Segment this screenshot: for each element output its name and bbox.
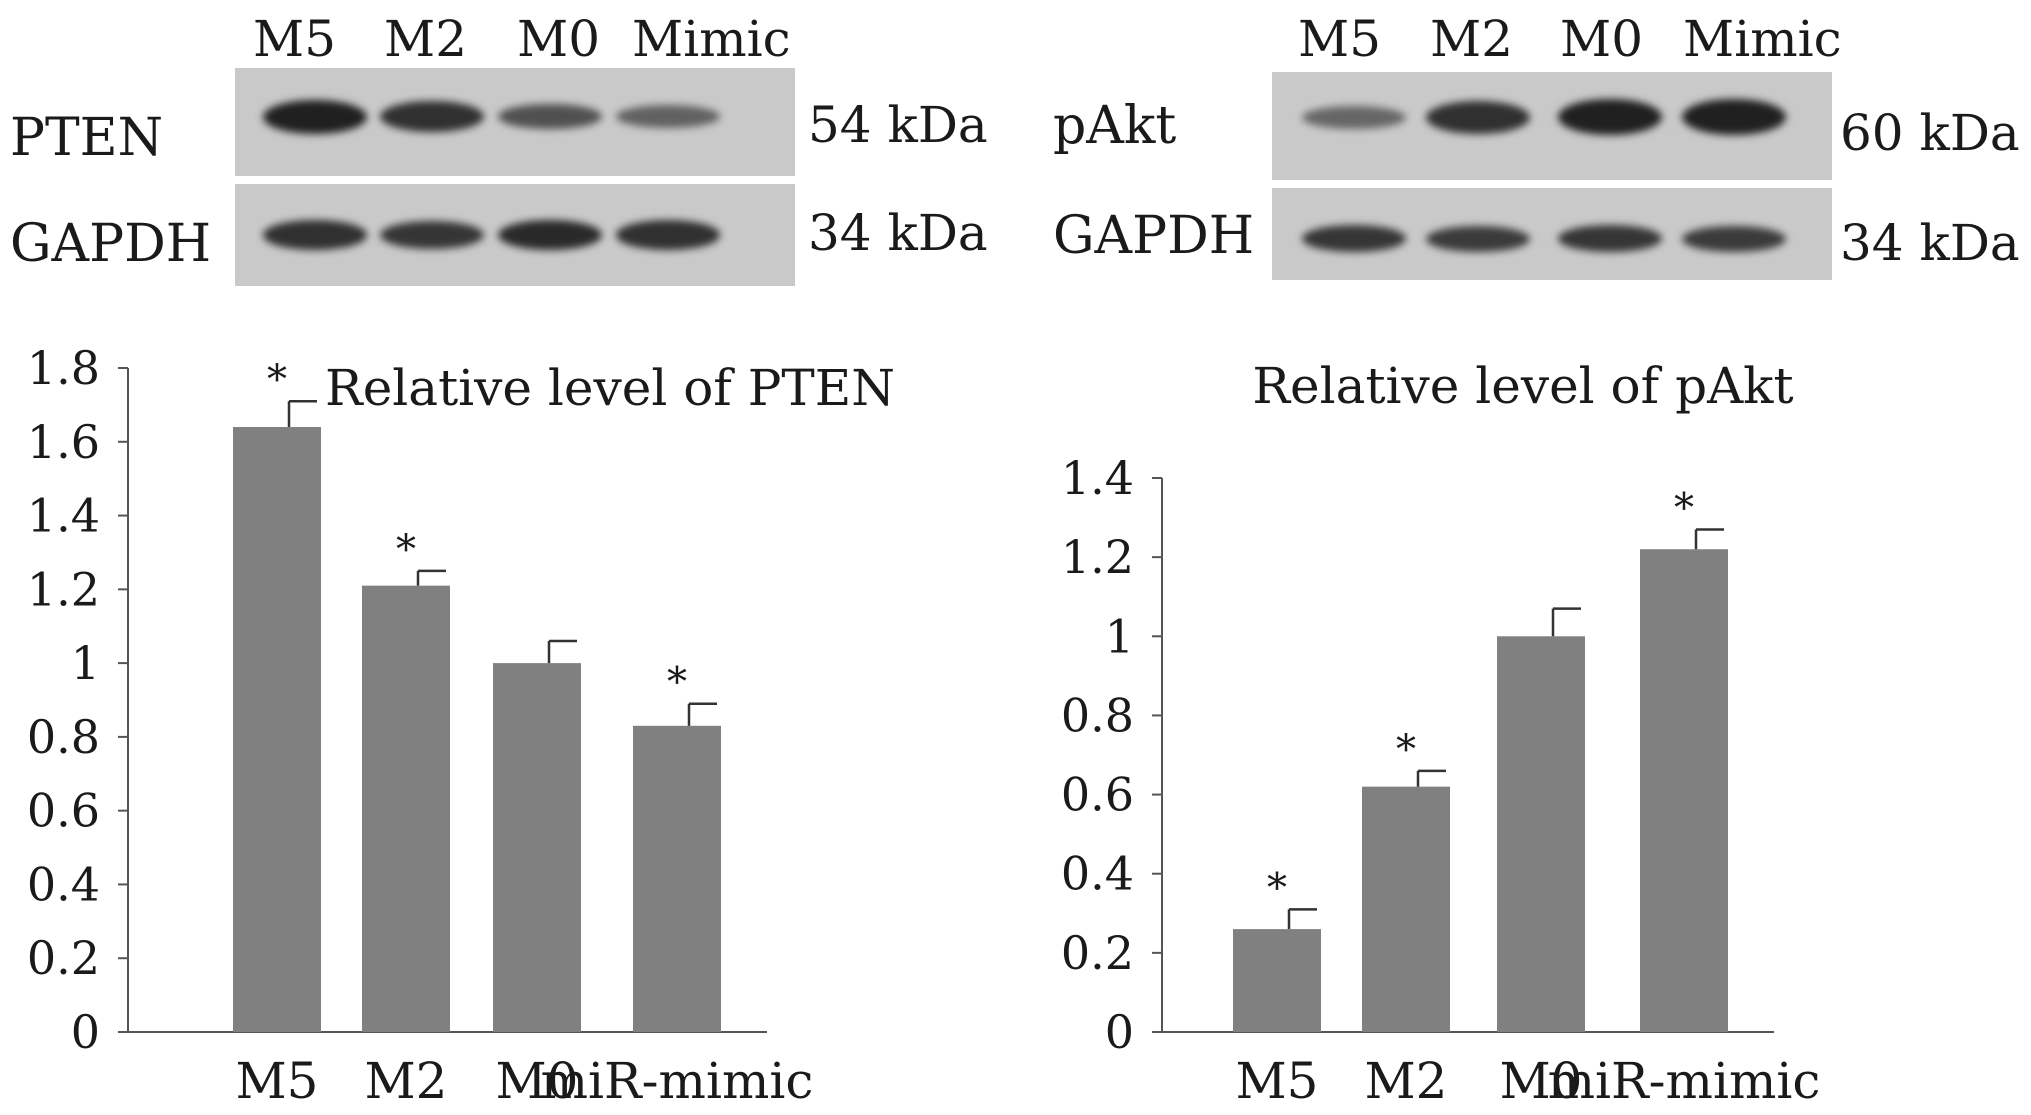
blot-band: [1426, 100, 1530, 134]
lane-label: M5: [253, 10, 337, 68]
y-tick-label: 1.2: [1061, 530, 1134, 584]
bar: [633, 725, 721, 1032]
blot-row-label: PTEN: [10, 108, 164, 168]
x-tick-label: M2: [364, 1052, 447, 1110]
x-tick-label: M0: [1499, 1052, 1582, 1110]
blot-band: [1558, 99, 1662, 136]
blot-band: [1682, 99, 1786, 136]
y-tick-label: 1.4: [1061, 451, 1134, 505]
chart-title: Relative level of PTEN: [325, 359, 895, 417]
x-tick-label: M5: [235, 1052, 318, 1110]
lane-label: M2: [1430, 10, 1514, 68]
western-blot-gapdh: [235, 184, 795, 286]
blot-band: [263, 220, 367, 250]
lane-label: M0: [517, 10, 601, 68]
lane-label: Mimic: [632, 10, 791, 68]
significance-marker: *: [1267, 865, 1287, 911]
y-tick-label: 1: [71, 636, 100, 690]
lane-label: M0: [1560, 10, 1644, 68]
y-tick-label: 1.2: [27, 562, 100, 616]
western-blot-pakt: [1272, 72, 1832, 180]
western-blot-pten: [235, 68, 795, 176]
molecular-weight-label: 54 kDa: [808, 96, 988, 154]
x-tick-label: miR-mimic: [541, 1052, 814, 1110]
y-tick-label: 0.6: [1061, 768, 1134, 822]
y-tick-label: 0.6: [27, 784, 100, 838]
x-tick-label: miR-mimic: [1548, 1052, 1821, 1110]
y-tick-label: 0.2: [27, 931, 100, 985]
blot-band: [1558, 225, 1662, 252]
y-tick-label: 1.6: [27, 415, 100, 469]
blot-row-label: GAPDH: [1053, 206, 1255, 266]
blot-band: [498, 219, 602, 251]
significance-marker: *: [267, 357, 287, 403]
bar: [233, 427, 321, 1032]
blot-band: [498, 103, 602, 130]
blot-band: [616, 220, 720, 250]
y-tick-label: 0: [1105, 1005, 1134, 1059]
significance-marker: *: [667, 660, 687, 706]
x-tick-label: M5: [1235, 1052, 1318, 1110]
significance-marker: *: [396, 527, 416, 573]
y-tick-label: 0.8: [1061, 688, 1134, 742]
blot-row-label: pAkt: [1053, 96, 1177, 156]
blot-band: [1302, 225, 1406, 252]
bar: [1497, 636, 1585, 1032]
molecular-weight-label: 34 kDa: [808, 204, 988, 262]
y-tick-label: 0.2: [1061, 926, 1134, 980]
significance-marker: *: [1396, 727, 1416, 773]
molecular-weight-label: 60 kDa: [1840, 104, 2020, 162]
y-tick-label: 0.4: [27, 857, 100, 911]
y-tick-label: 0: [71, 1005, 100, 1059]
western-blot-gapdh: [1272, 188, 1832, 280]
y-tick-label: 1.8: [27, 341, 100, 395]
blot-band: [1426, 225, 1530, 252]
blot-band: [380, 220, 484, 250]
lane-label: Mimic: [1683, 10, 1842, 68]
y-tick-label: 1: [1105, 609, 1134, 663]
bar: [1640, 549, 1728, 1032]
lane-label: M2: [384, 10, 468, 68]
x-tick-label: M2: [1364, 1052, 1447, 1110]
bar: [1233, 929, 1321, 1032]
bar: [493, 663, 581, 1032]
blot-band: [1302, 105, 1406, 129]
significance-marker: *: [1674, 485, 1694, 531]
chart-title: Relative level of pAkt: [1252, 357, 1793, 415]
molecular-weight-label: 34 kDa: [1840, 214, 2020, 272]
bar: [1362, 786, 1450, 1032]
blot-band: [380, 101, 484, 133]
x-tick-label: M0: [495, 1052, 578, 1110]
lane-label: M5: [1298, 10, 1382, 68]
y-tick-label: 0.8: [27, 710, 100, 764]
blot-band: [1682, 225, 1786, 252]
blot-row-label: GAPDH: [10, 214, 212, 274]
y-tick-label: 0.4: [1061, 847, 1134, 901]
blot-band: [616, 105, 720, 128]
bar: [362, 585, 450, 1032]
blot-band: [263, 99, 367, 134]
y-tick-label: 1.4: [27, 489, 100, 543]
